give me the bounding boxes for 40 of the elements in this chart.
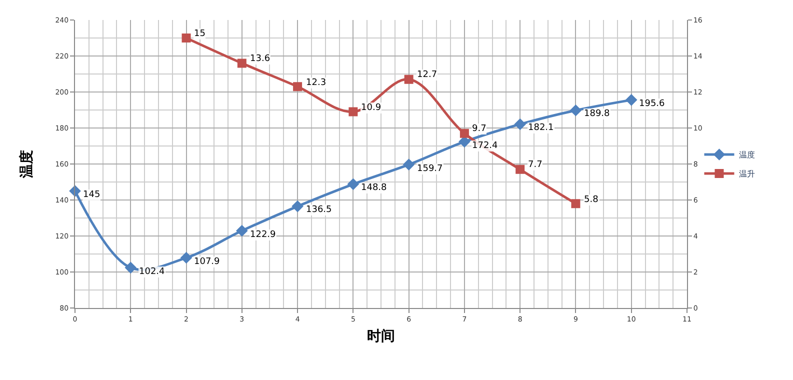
point xyxy=(124,262,136,274)
point xyxy=(237,58,246,68)
point xyxy=(236,225,248,236)
point xyxy=(460,128,469,138)
data-label: 15 xyxy=(194,29,206,39)
data-label: 182.1 xyxy=(528,123,554,133)
data-label: 12.3 xyxy=(306,78,326,88)
point xyxy=(626,94,638,106)
data-label: 136.5 xyxy=(306,205,332,215)
data-label: 7.7 xyxy=(528,160,542,170)
point xyxy=(571,199,580,208)
point xyxy=(516,164,525,174)
data-label: 13.6 xyxy=(250,54,270,64)
data-label: 10.9 xyxy=(361,103,382,113)
point xyxy=(514,118,526,130)
point xyxy=(293,82,302,92)
data-label: 172.4 xyxy=(472,141,498,151)
point xyxy=(570,104,582,116)
point xyxy=(348,107,358,116)
data-label: 12.7 xyxy=(417,70,438,80)
legend-label: 温升 xyxy=(739,170,756,179)
data-label: 159.7 xyxy=(417,164,443,174)
data-label: 9.7 xyxy=(472,124,486,134)
data-label: 189.8 xyxy=(584,109,610,119)
point xyxy=(347,178,359,190)
point xyxy=(180,252,192,264)
point xyxy=(292,200,304,212)
legend-label: 温度 xyxy=(739,150,756,160)
y-axis-title: 温度 xyxy=(18,150,35,179)
x-axis-title: 时间 xyxy=(367,328,395,345)
data-label: 5.8 xyxy=(584,195,599,205)
data-label: 195.6 xyxy=(639,99,666,109)
point xyxy=(404,74,414,84)
point xyxy=(182,34,191,42)
data-label: 122.9 xyxy=(250,230,276,240)
point xyxy=(403,158,415,170)
data-label: 107.9 xyxy=(194,257,220,267)
data-label: 148.8 xyxy=(361,183,388,193)
data-label: 102.4 xyxy=(139,267,166,277)
data-label: 145 xyxy=(83,190,100,200)
